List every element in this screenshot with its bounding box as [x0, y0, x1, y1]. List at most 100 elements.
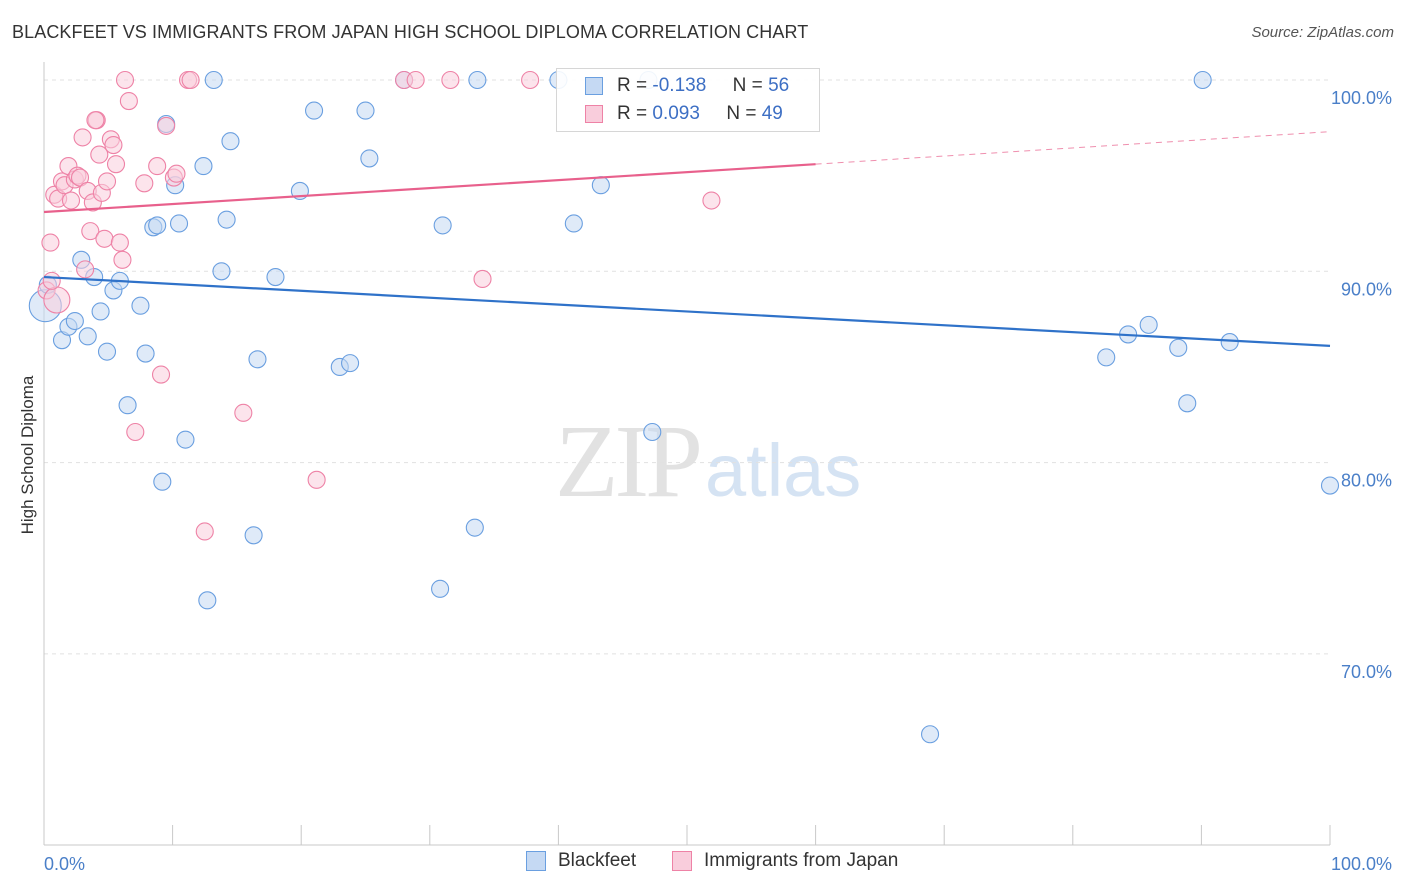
- blackfeet-point: [169, 214, 189, 233]
- japan-point: [86, 111, 105, 130]
- blackfeet-point: [136, 344, 155, 363]
- japan-point: [195, 522, 214, 541]
- japan-point: [76, 260, 95, 279]
- bottom-legend-swatch-blue: [526, 851, 546, 871]
- blackfeet-point: [1139, 315, 1158, 334]
- japan-point: [167, 164, 186, 183]
- blackfeet-point: [198, 591, 217, 610]
- legend-box: R = -0.138 N = 56 R = 0.093 N = 49: [556, 68, 820, 132]
- legend-r-value: -0.138: [652, 75, 707, 96]
- y-tick-label: 80.0%: [1341, 471, 1392, 491]
- blackfeet-point: [1097, 348, 1116, 367]
- blackfeet-point: [433, 216, 452, 235]
- source-label: Source: ZipAtlas.com: [1251, 24, 1394, 41]
- blackfeet-point: [266, 267, 285, 287]
- x-tick-label: 100.0%: [1331, 854, 1392, 874]
- japan-point: [119, 91, 138, 111]
- japan-point: [126, 422, 145, 442]
- japan-point: [151, 365, 171, 384]
- japan-point: [307, 470, 326, 489]
- japan-point: [73, 128, 92, 147]
- blackfeet-point: [564, 214, 583, 233]
- watermark-zip: ZIP: [555, 404, 703, 519]
- y-tick-label: 70.0%: [1341, 662, 1392, 682]
- blackfeet-point: [360, 149, 379, 168]
- legend-r-label: R =: [617, 75, 648, 96]
- japan-point: [113, 250, 132, 269]
- trend-line-japan-extension: [815, 131, 1331, 165]
- blackfeet-point: [91, 302, 110, 321]
- blackfeet-point: [131, 296, 150, 315]
- japan-point: [95, 229, 114, 248]
- legend-swatch-blue: [585, 77, 603, 95]
- japan-point: [43, 286, 71, 314]
- blackfeet-point: [921, 725, 940, 744]
- bottom-legend-label: Immigrants from Japan: [704, 850, 899, 871]
- x-tick-label: 0.0%: [44, 854, 85, 874]
- blackfeet-point: [217, 210, 236, 229]
- legend-n-value: 56: [768, 75, 790, 96]
- japan-point: [61, 191, 81, 210]
- japan-point: [406, 70, 425, 90]
- blackfeet-point: [643, 422, 662, 442]
- blackfeet-point: [97, 342, 117, 361]
- blackfeet-point: [248, 350, 267, 369]
- japan-point: [181, 70, 200, 90]
- bottom-legend-swatch-pink: [672, 851, 692, 871]
- blackfeet-point: [465, 518, 484, 537]
- blackfeet-point: [1193, 70, 1212, 90]
- watermark-atlas: atlas: [705, 429, 862, 512]
- blackfeet-point: [1220, 333, 1239, 352]
- bottom-legend-japan: Immigrants from Japan: [672, 850, 898, 872]
- blackfeet-point: [65, 311, 84, 331]
- blackfeet-point: [1178, 394, 1197, 413]
- blackfeet-point: [194, 157, 213, 176]
- japan-point: [702, 191, 721, 210]
- japan-point: [41, 233, 60, 252]
- blackfeet-point: [204, 70, 223, 90]
- blackfeet-point: [431, 579, 450, 598]
- legend-r-value: 0.093: [652, 103, 700, 124]
- blackfeet-point: [1320, 476, 1340, 495]
- blackfeet-point: [176, 430, 195, 449]
- watermark: ZIPatlas: [555, 402, 861, 521]
- legend-n-label: N =: [732, 75, 763, 96]
- blackfeet-point: [1169, 338, 1188, 357]
- legend-r-label: R =: [617, 103, 648, 124]
- blackfeet-point: [148, 216, 167, 235]
- bottom-legend-label: Blackfeet: [558, 850, 637, 871]
- trend-line-japan: [43, 163, 816, 214]
- blackfeet-point: [78, 327, 97, 346]
- blackfeet-point: [305, 101, 324, 120]
- japan-point: [521, 70, 540, 90]
- legend-n-value: 49: [761, 103, 783, 124]
- blackfeet-point: [212, 262, 231, 281]
- trend-line-blackfeet: [43, 275, 1331, 348]
- blackfeet-point: [244, 526, 263, 545]
- bottom-legend-blackfeet: Blackfeet: [526, 850, 636, 872]
- japan-point: [148, 157, 167, 176]
- japan-point: [473, 269, 492, 289]
- japan-point: [110, 233, 129, 252]
- blackfeet-point: [221, 132, 240, 151]
- japan-point: [135, 174, 154, 193]
- japan-point: [42, 271, 61, 290]
- y-tick-label: 90.0%: [1341, 279, 1392, 299]
- japan-point: [234, 403, 253, 422]
- japan-point: [70, 168, 90, 187]
- legend-swatch-pink: [585, 105, 603, 123]
- legend-n-label: N =: [726, 103, 757, 124]
- y-tick-label: 100.0%: [1331, 88, 1392, 108]
- blackfeet-point: [591, 176, 610, 195]
- japan-point: [106, 155, 126, 174]
- blackfeet-point: [468, 70, 487, 90]
- japan-point: [90, 145, 109, 164]
- chart-title: BLACKFEET VS IMMIGRANTS FROM JAPAN HIGH …: [12, 22, 809, 42]
- japan-point: [81, 222, 100, 241]
- blackfeet-point: [341, 354, 360, 373]
- blackfeet-point: [356, 101, 375, 120]
- blackfeet-point: [118, 396, 137, 415]
- japan-point: [441, 70, 460, 90]
- japan-point: [104, 135, 123, 155]
